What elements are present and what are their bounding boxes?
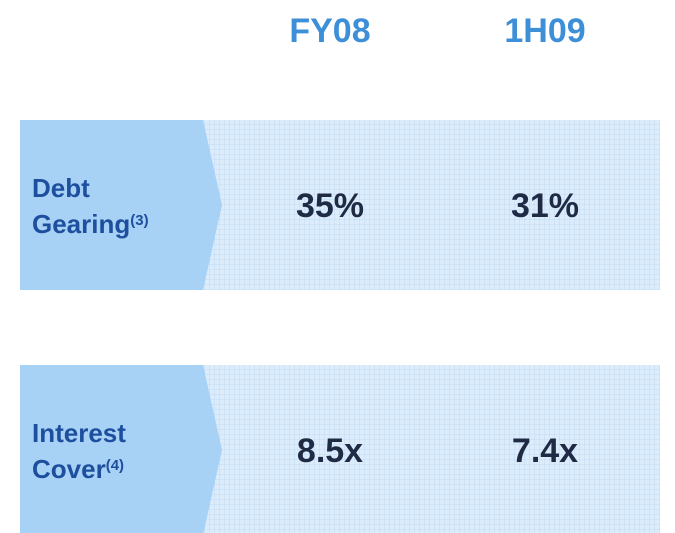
- row-label: Gearing(3): [32, 209, 149, 239]
- cell-value: 35%: [296, 187, 364, 225]
- row-label-note: (3): [130, 212, 148, 229]
- cell-value: 8.5x: [297, 432, 363, 470]
- row-label-arrow: [20, 120, 222, 290]
- row-label-text: Cover: [32, 454, 106, 484]
- row-label: Cover(4): [32, 454, 124, 484]
- row-label: Interest: [32, 418, 126, 448]
- cell-value: 31%: [511, 187, 579, 225]
- row-label-note: (4): [106, 457, 124, 474]
- row-label-text: Gearing: [32, 209, 130, 239]
- row-label: Debt: [32, 173, 90, 203]
- column-header: 1H09: [504, 12, 585, 50]
- column-header: FY08: [289, 12, 370, 50]
- row-label-arrow: [20, 365, 222, 533]
- cell-value: 7.4x: [512, 432, 578, 470]
